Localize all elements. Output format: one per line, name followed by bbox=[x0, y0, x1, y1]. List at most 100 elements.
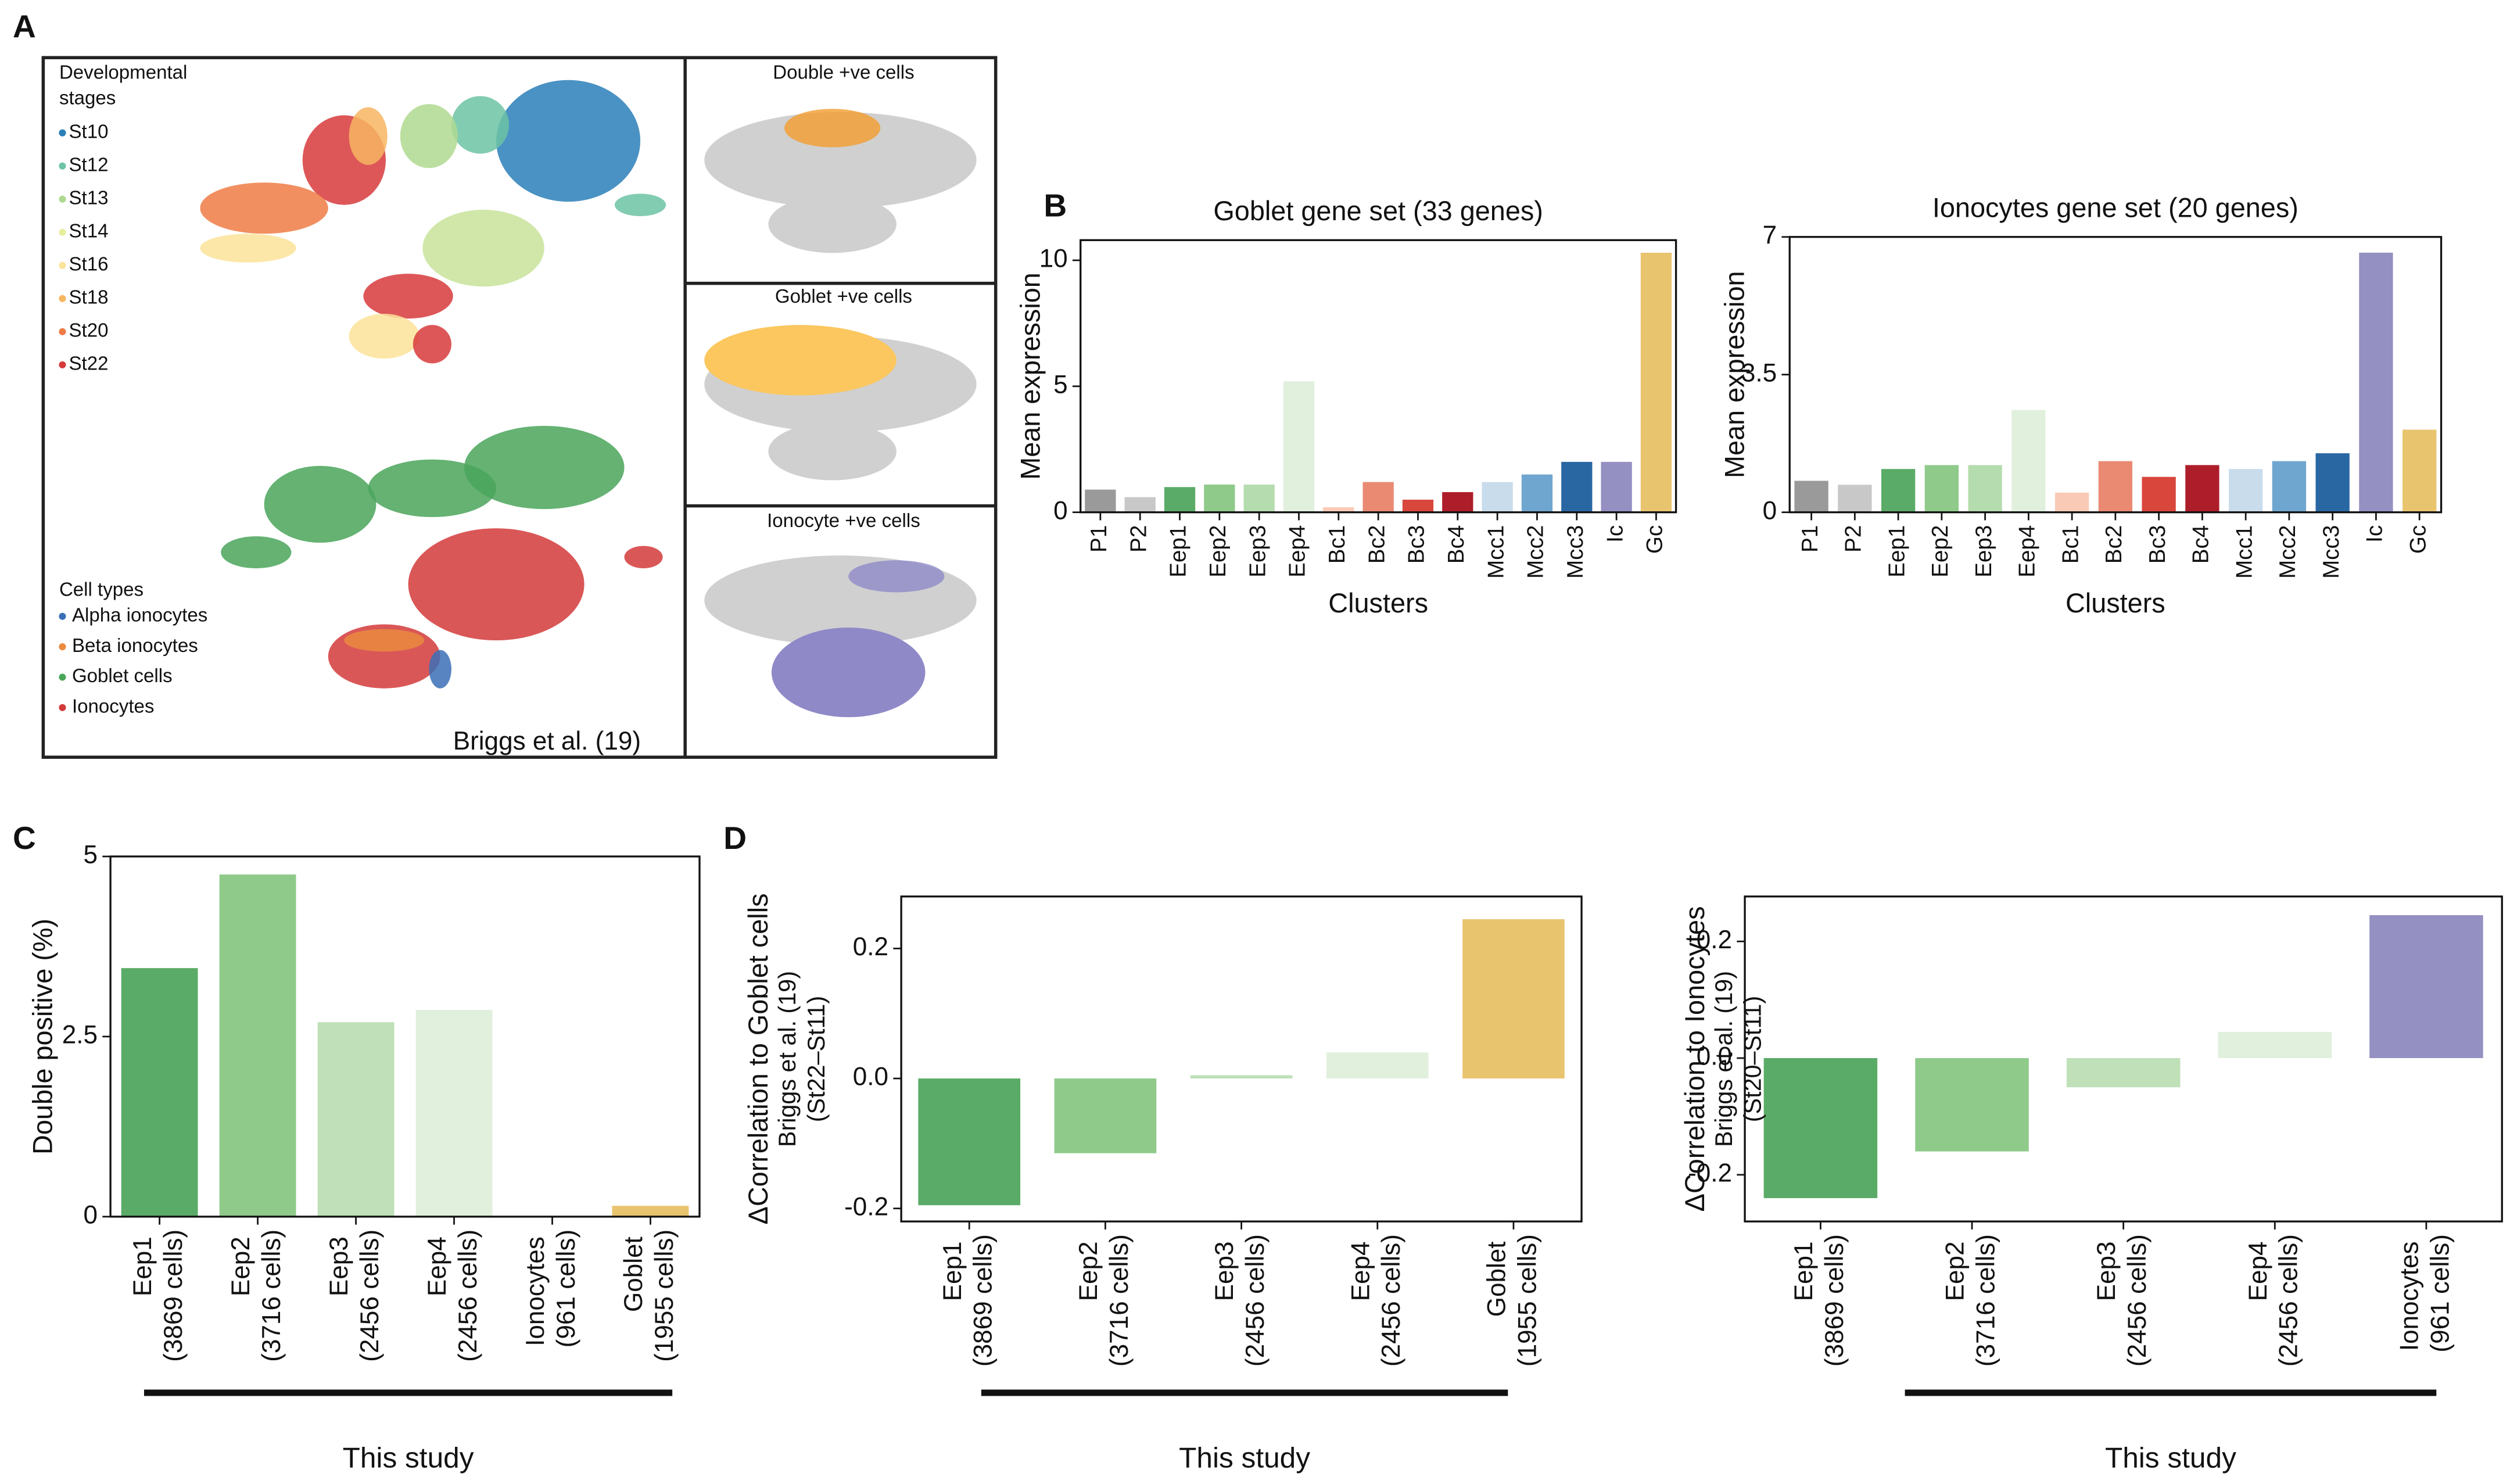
legend-label: St18 bbox=[69, 287, 108, 309]
x-axis-label: Clusters bbox=[1328, 588, 1428, 618]
legend-label: St16 bbox=[69, 254, 108, 275]
bar bbox=[2142, 476, 2176, 512]
x-tick-label: Gc bbox=[2405, 525, 2430, 554]
x-tick-line: Eep2 bbox=[227, 1230, 255, 1296]
legend-swatch bbox=[59, 612, 66, 620]
y-tick-label: 0.0 bbox=[853, 1063, 888, 1091]
axes-frame bbox=[109, 855, 701, 1218]
bar bbox=[219, 874, 296, 1217]
bar bbox=[2098, 461, 2133, 512]
x-tick-label: Ic bbox=[1602, 525, 1627, 543]
x-tick-line: Goblet bbox=[1482, 1234, 1511, 1317]
y-tick-label: -0.2 bbox=[1688, 1159, 1732, 1187]
umap-cell-types bbox=[221, 425, 663, 689]
bar bbox=[2011, 410, 2046, 512]
x-tick-line: Eep1 bbox=[938, 1234, 966, 1301]
x-tick-line: Eep2 bbox=[1941, 1234, 1969, 1301]
cluster-blob bbox=[614, 193, 666, 216]
x-tick-label: Mcc3 bbox=[1563, 525, 1588, 579]
x-tick-line: Eep4 bbox=[2243, 1234, 2272, 1301]
y-tick-label: 2.5 bbox=[62, 1021, 98, 1049]
inset-blob bbox=[704, 325, 897, 396]
bar bbox=[2218, 1031, 2332, 1059]
x-tick-label: Eep4 (2456 cells) bbox=[423, 1230, 482, 1362]
x-tick-label: Eep3 (2456 cells) bbox=[325, 1230, 384, 1362]
cluster-blob bbox=[368, 459, 497, 517]
bar bbox=[1323, 507, 1354, 512]
x-tick-label: Eep4 (2456 cells) bbox=[2243, 1234, 2303, 1367]
x-tick-label: Eep2 (3716 cells) bbox=[227, 1230, 286, 1362]
x-tick-label: Gc bbox=[1643, 525, 1668, 554]
x-tick-label: Bc3 bbox=[2145, 525, 2170, 564]
y-axis-label: Mean expression bbox=[1015, 273, 1045, 480]
x-tick-line: Eep1 bbox=[128, 1230, 157, 1296]
legend-label: St14 bbox=[69, 221, 108, 242]
bar bbox=[2272, 461, 2307, 512]
bar bbox=[1794, 481, 1828, 512]
bar bbox=[2369, 915, 2483, 1059]
bar bbox=[1204, 484, 1235, 512]
y-tick-label: 0.2 bbox=[853, 933, 888, 961]
bar bbox=[1763, 1058, 1878, 1198]
x-tick-line: (2456 cells) bbox=[1377, 1234, 1405, 1367]
bar bbox=[1838, 485, 1872, 512]
x-tick-label: Ic bbox=[2362, 525, 2387, 543]
x-tick-label: Eep2 bbox=[1206, 525, 1231, 578]
y-tick-label: 0.0 bbox=[1697, 1042, 1732, 1071]
panel-label: D bbox=[723, 820, 747, 856]
legend-label: St20 bbox=[69, 320, 108, 342]
x-tick-line: (3869 cells) bbox=[1820, 1234, 1848, 1367]
inset-title: Ionocyte +ve cells bbox=[767, 510, 920, 532]
x-tick-label: Goblet (1955 cells) bbox=[619, 1230, 679, 1362]
panel-label: B bbox=[1044, 188, 1067, 224]
y-tick-label: 7 bbox=[1763, 221, 1777, 249]
legend-title: Developmental bbox=[59, 62, 187, 83]
legend-swatch bbox=[59, 328, 66, 335]
inset-blob bbox=[771, 628, 926, 718]
inset-blob bbox=[768, 195, 897, 253]
legend-label: St12 bbox=[69, 154, 108, 175]
bar bbox=[2054, 492, 2089, 512]
legend-swatch bbox=[59, 295, 66, 302]
bar bbox=[2315, 453, 2350, 512]
bar bbox=[1283, 381, 1315, 512]
cluster-blob bbox=[422, 209, 544, 287]
x-tick-line: (3716 cells) bbox=[1105, 1234, 1133, 1367]
legend-swatch bbox=[59, 361, 66, 368]
cluster-blob bbox=[221, 536, 292, 569]
x-tick-label: Bc1 bbox=[1325, 525, 1350, 564]
inset-blob bbox=[768, 422, 897, 481]
bar bbox=[1881, 469, 1916, 512]
chart-title: Ionocytes gene set (20 genes) bbox=[1932, 192, 2299, 223]
axes-frame bbox=[1744, 895, 2503, 1223]
y-axis-label: Briggs et al. (19) bbox=[774, 971, 801, 1147]
axes-frame bbox=[1788, 236, 2443, 514]
bar bbox=[121, 968, 198, 1217]
x-tick-label: Mcc1 bbox=[1483, 525, 1508, 579]
umap-insets bbox=[704, 109, 977, 718]
x-tick-line: Eep3 bbox=[2092, 1234, 2121, 1301]
x-tick-label: Eep4 bbox=[2015, 525, 2040, 578]
bar bbox=[1164, 487, 1196, 512]
bar bbox=[2359, 252, 2393, 512]
bar bbox=[1243, 484, 1275, 512]
bar bbox=[1601, 461, 1632, 512]
bar bbox=[317, 1022, 395, 1217]
bar bbox=[1124, 497, 1156, 512]
inset-title: Double +ve cells bbox=[773, 62, 914, 83]
inset-title: Goblet +ve cells bbox=[775, 286, 912, 307]
x-tick-label: Mcc2 bbox=[2275, 525, 2300, 579]
bar bbox=[1924, 465, 1959, 512]
x-tick-label: Ionocytes (961 cells) bbox=[2395, 1234, 2454, 1352]
x-tick-line: Goblet bbox=[619, 1230, 648, 1312]
group-label: This study bbox=[1179, 1442, 1310, 1474]
y-axis-label: Double positive (%) bbox=[28, 919, 58, 1155]
inset-blob bbox=[848, 560, 945, 593]
legend-title: Cell types bbox=[59, 579, 144, 600]
bar bbox=[1442, 492, 1473, 512]
legend-swatch bbox=[59, 673, 66, 681]
legend-title: stages bbox=[59, 88, 116, 109]
x-tick-line: Eep3 bbox=[1210, 1234, 1239, 1301]
legend-swatch bbox=[59, 643, 66, 651]
bar bbox=[1054, 1078, 1157, 1153]
